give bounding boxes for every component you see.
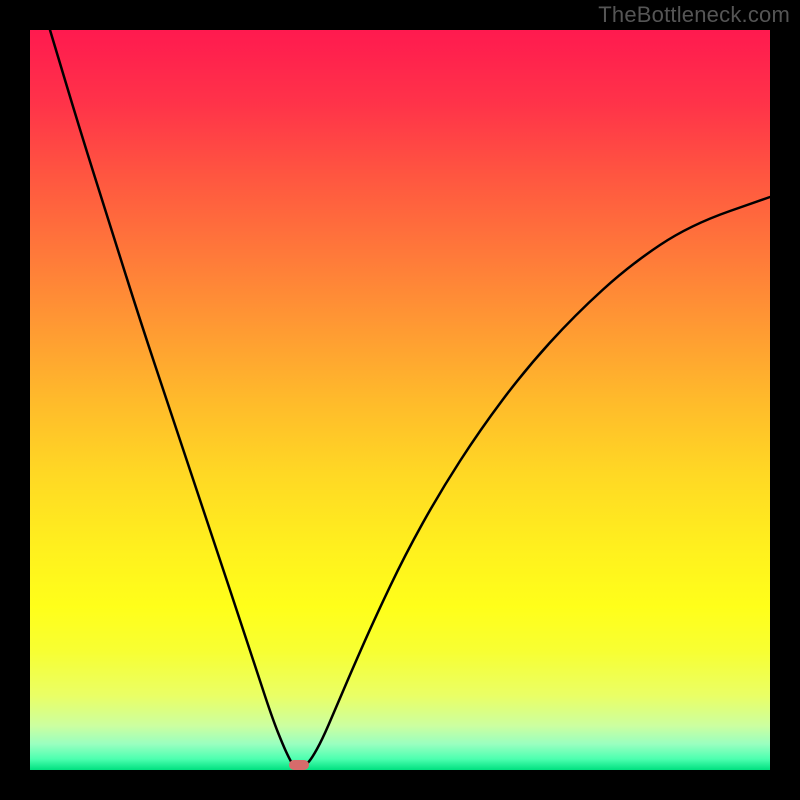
minimum-marker [289, 760, 309, 770]
bottleneck-chart [0, 0, 800, 800]
chart-container: TheBottleneck.com [0, 0, 800, 800]
watermark-text: TheBottleneck.com [598, 2, 790, 28]
plot-background [30, 30, 770, 770]
